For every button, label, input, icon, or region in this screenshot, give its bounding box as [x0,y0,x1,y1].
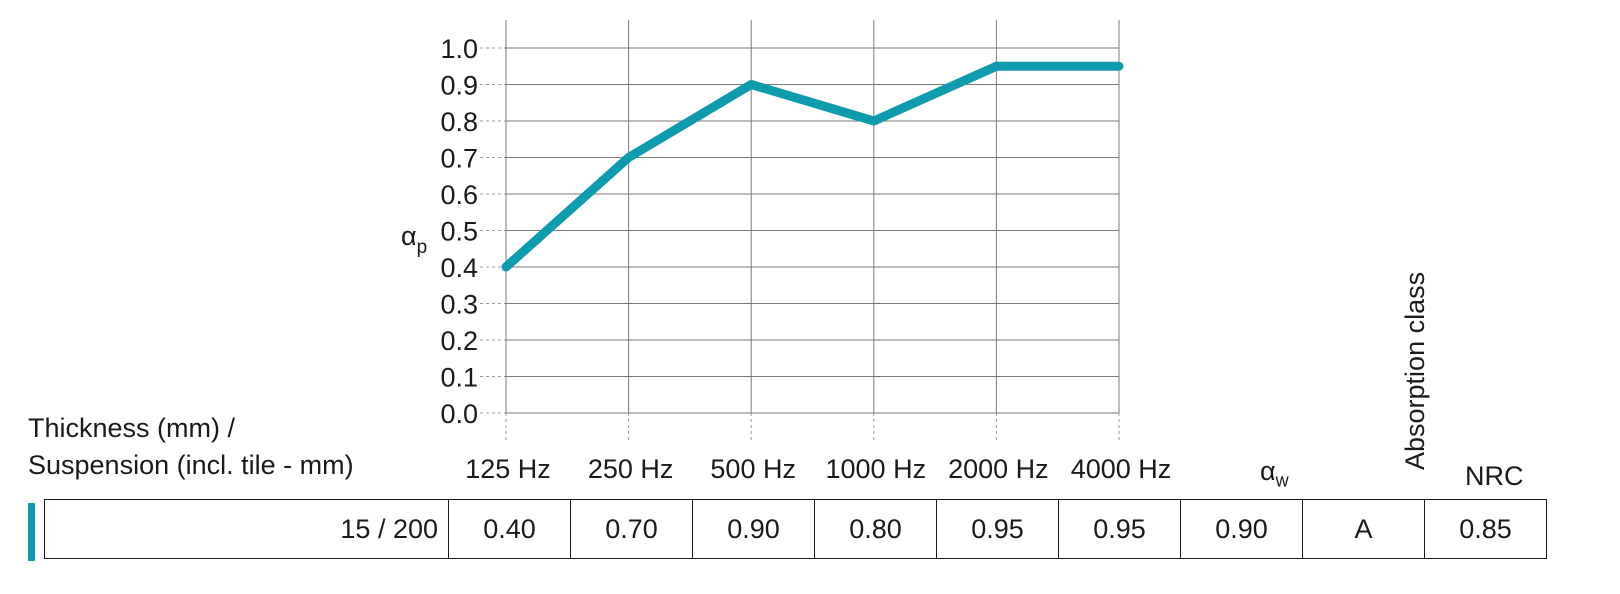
chart-grid [480,20,1120,441]
nrc-cell: 0.85 [1424,499,1547,559]
acoustic-data-table: 15 / 200 0.40 0.70 0.90 0.80 0.95 0.95 0… [44,499,1547,559]
y-tick-label: 0.0 [440,399,478,429]
thickness-header-line1: Thickness (mm) / [28,413,236,443]
x-tick-label: 125 Hz [465,454,551,484]
alpha-w-header: αw [1260,456,1289,491]
y-tick-label: 0.9 [440,71,478,101]
x-tick-label: 4000 Hz [1071,454,1172,484]
y-tick-label: 0.6 [440,180,478,210]
y-tick-label: 0.4 [440,253,478,283]
x-tick-label: 250 Hz [588,454,674,484]
value-4000hz-cell: 0.95 [1058,499,1181,559]
y-tick-label: 0.3 [440,290,478,320]
absorption-class-header: Absorption class [1400,271,1430,470]
absorption-class-cell: A [1302,499,1425,559]
x-tick-label: 500 Hz [710,454,796,484]
y-tick-label: 0.2 [440,326,478,356]
series-line [501,61,1124,272]
value-1000hz-cell: 0.80 [814,499,937,559]
thickness-suspension-header: Thickness (mm) / Suspension (incl. tile … [28,410,354,484]
value-250hz-cell: 0.70 [570,499,693,559]
table-row: 15 / 200 0.40 0.70 0.90 0.80 0.95 0.95 0… [44,499,1547,559]
thickness-header-line2: Suspension (incl. tile - mm) [28,450,354,480]
y-tick-label: 0.7 [440,144,478,174]
thickness-cell: 15 / 200 [44,499,449,559]
y-axis-ticks: 0.0 0.1 0.2 0.3 0.4 0.5 0.6 0.7 0.8 0.9 1.0 [440,34,478,429]
value-500hz-cell: 0.90 [692,499,815,559]
y-tick-label: 0.1 [440,363,478,393]
y-tick-label: 0.8 [440,107,478,137]
x-tick-label: 2000 Hz [948,454,1049,484]
value-2000hz-cell: 0.95 [936,499,1059,559]
nrc-header: NRC [1465,461,1524,491]
x-tick-label: 1000 Hz [826,454,927,484]
y-tick-label: 1.0 [440,34,478,64]
alpha-w-cell: 0.90 [1180,499,1303,559]
y-tick-label: 0.5 [440,217,478,247]
value-125hz-cell: 0.40 [448,499,571,559]
y-axis-label: αp [401,221,427,258]
x-axis-ticks: 125 Hz 250 Hz 500 Hz 1000 Hz 2000 Hz 4000 Hz [465,454,1171,484]
accent-bar [28,503,35,561]
